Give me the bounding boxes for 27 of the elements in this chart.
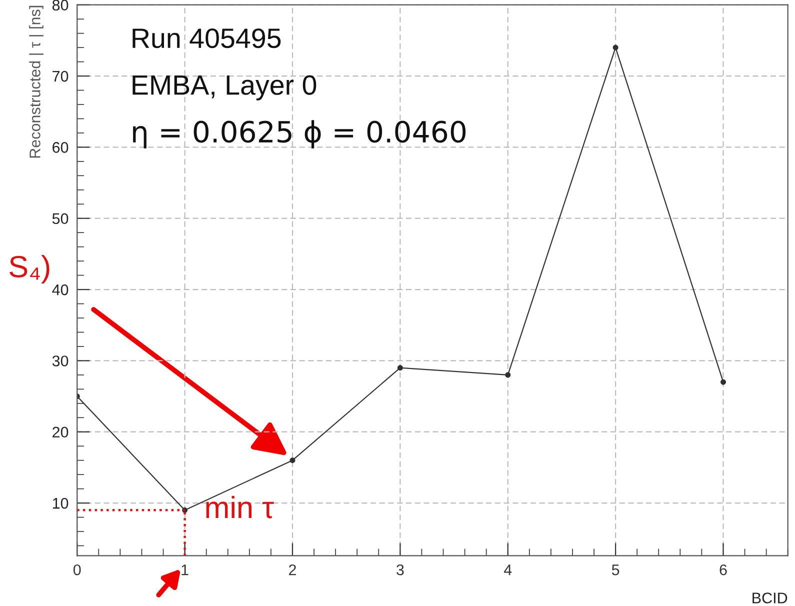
annotation: Run 405495 <box>132 28 281 48</box>
x-tick-label: 3 <box>396 564 404 576</box>
y-tick-label: 20 <box>52 426 68 438</box>
x-axis-title: BCID <box>752 592 788 604</box>
point <box>397 365 403 371</box>
point <box>505 372 511 378</box>
x-tick-label: 5 <box>612 564 620 576</box>
y-tick-label: 50 <box>52 213 68 224</box>
y-axis-title: Reconstructed | τ | [ns] <box>29 6 44 158</box>
annotation: EMBA, Layer 0 <box>132 75 316 100</box>
point <box>720 379 726 385</box>
point <box>290 458 296 464</box>
x-tick-label: 4 <box>504 564 512 576</box>
y-tick-label: 80 <box>52 0 68 11</box>
x-tick-label: 2 <box>289 564 296 576</box>
y-tick-label: 70 <box>52 70 68 82</box>
point <box>612 44 618 50</box>
y-tick-label: 60 <box>52 142 68 153</box>
y-tick-label: 30 <box>52 356 68 366</box>
y-tick-label: 10 <box>52 498 68 509</box>
x-tick-label: 1 <box>182 564 188 576</box>
x-tick-label: 0 <box>73 564 81 576</box>
text: S₄) <box>10 255 50 284</box>
y-tick-label: 40 <box>52 284 68 296</box>
annotation: η = 0.0625 ϕ = 0.0460 <box>133 120 466 148</box>
annotation: min τ <box>206 496 274 518</box>
x-tick-label: 6 <box>720 564 727 576</box>
